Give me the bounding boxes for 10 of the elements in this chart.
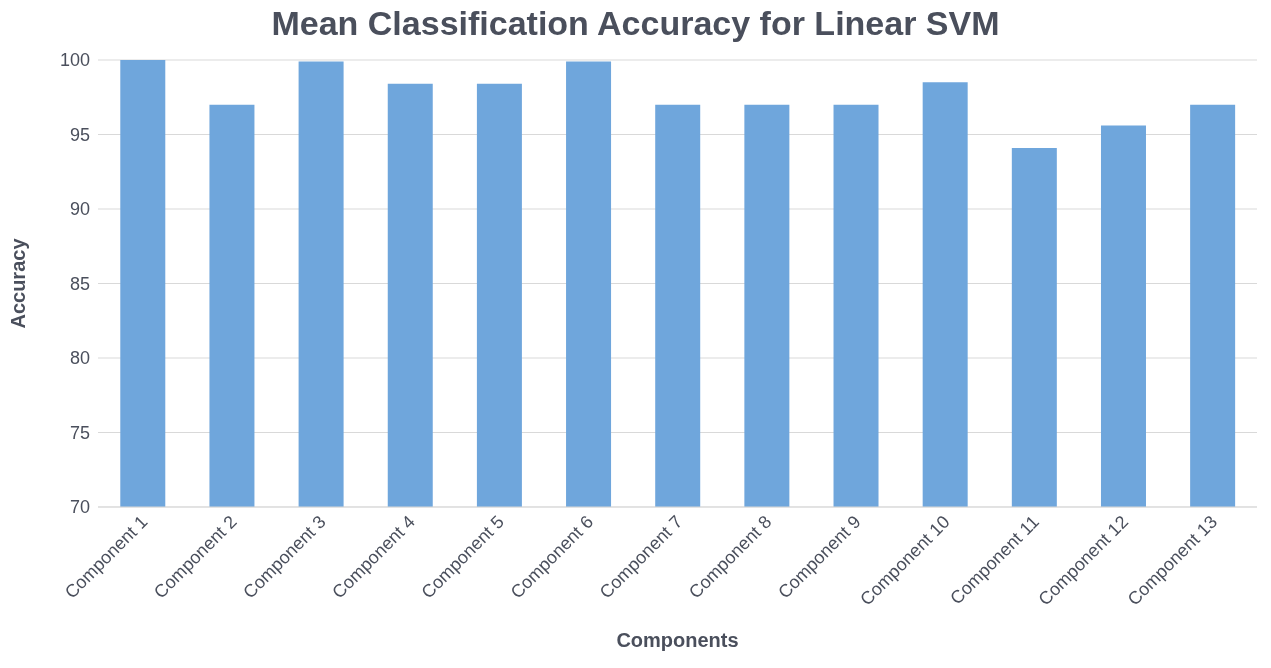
y-tick-label: 75: [69, 422, 90, 443]
y-tick-label: 100: [59, 50, 90, 71]
x-axis-title: Components: [616, 629, 739, 651]
y-tick-label: 95: [69, 124, 90, 145]
y-axis-title: Accuracy: [7, 237, 30, 329]
y-tick-label: 85: [69, 273, 90, 294]
y-tick-label: 90: [69, 199, 90, 220]
y-tick-label: 80: [69, 348, 90, 369]
y-tick-label: 70: [69, 497, 90, 518]
chart-title: Mean Classification Accuracy for Linear SVM: [270, 4, 1001, 44]
